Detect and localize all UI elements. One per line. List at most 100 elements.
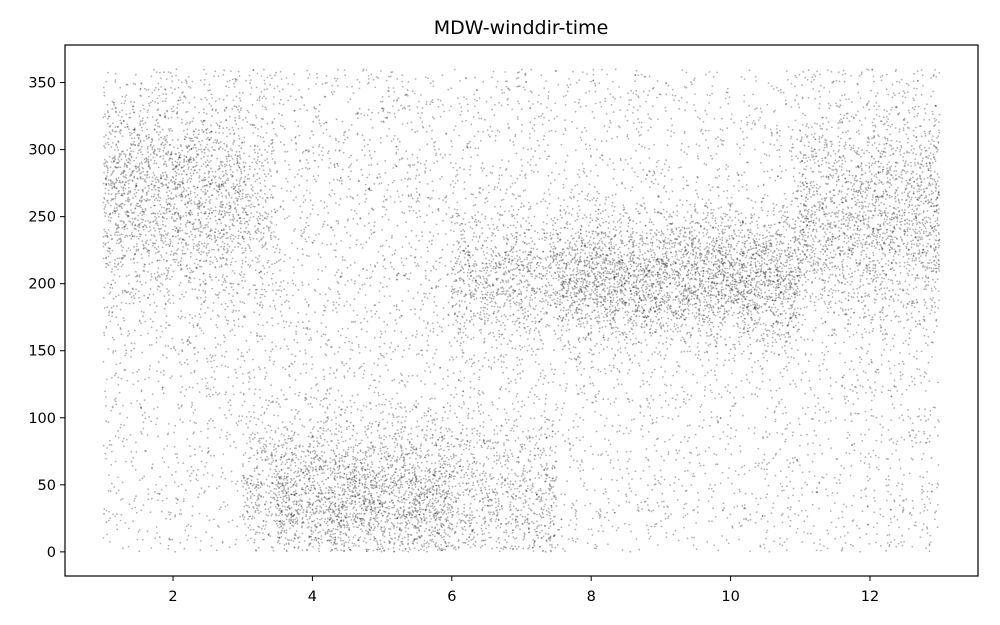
scatter-point	[821, 134, 824, 137]
scatter-point	[163, 162, 166, 165]
scatter-point	[362, 377, 364, 379]
scatter-point	[504, 192, 507, 195]
scatter-point	[626, 352, 629, 354]
scatter-point	[376, 543, 379, 546]
scatter-point	[207, 306, 209, 309]
scatter-point	[137, 380, 140, 382]
scatter-point	[879, 243, 882, 246]
scatter-point	[870, 156, 873, 158]
scatter-point	[586, 320, 589, 323]
scatter-point	[834, 253, 837, 256]
scatter-point	[407, 496, 410, 499]
scatter-point	[451, 494, 454, 497]
scatter-point	[370, 73, 373, 76]
scatter-point	[916, 357, 918, 360]
scatter-point	[296, 520, 298, 523]
scatter-point	[723, 507, 725, 509]
scatter-point	[334, 515, 337, 517]
scatter-point	[762, 437, 765, 440]
scatter-point	[558, 419, 561, 421]
scatter-point	[565, 254, 568, 257]
scatter-point	[776, 247, 778, 250]
scatter-point	[524, 311, 527, 314]
scatter-point	[434, 148, 436, 151]
scatter-point	[491, 467, 494, 469]
scatter-point	[433, 295, 436, 298]
scatter-point	[640, 501, 643, 504]
scatter-point	[575, 277, 578, 280]
scatter-point	[279, 258, 282, 261]
scatter-point	[157, 246, 160, 248]
scatter-point	[868, 363, 870, 366]
scatter-point	[441, 157, 444, 159]
scatter-point	[551, 509, 553, 512]
scatter-point	[912, 176, 914, 179]
scatter-point	[881, 153, 884, 156]
scatter-point	[698, 462, 701, 464]
scatter-point	[275, 451, 278, 453]
scatter-point	[476, 533, 479, 536]
scatter-point	[343, 465, 345, 468]
scatter-point	[698, 309, 701, 311]
scatter-point	[472, 116, 475, 118]
scatter-point	[625, 495, 628, 497]
scatter-point	[547, 155, 550, 158]
scatter-point	[129, 162, 131, 165]
scatter-point	[377, 77, 380, 79]
scatter-point	[465, 251, 468, 254]
scatter-point	[643, 415, 645, 417]
scatter-point	[923, 371, 926, 374]
scatter-point	[853, 229, 855, 231]
scatter-point	[401, 501, 403, 504]
scatter-point	[927, 284, 929, 287]
scatter-point	[321, 146, 324, 149]
scatter-point	[856, 202, 858, 205]
scatter-point	[133, 218, 136, 221]
scatter-point	[188, 336, 191, 338]
scatter-point	[163, 135, 166, 138]
scatter-point	[130, 296, 133, 299]
scatter-point	[193, 191, 196, 194]
scatter-point	[188, 236, 191, 238]
scatter-point	[233, 163, 236, 166]
scatter-point	[540, 103, 542, 105]
scatter-point	[117, 149, 120, 151]
scatter-point	[735, 386, 737, 389]
scatter-point	[514, 268, 517, 270]
scatter-point	[173, 481, 176, 484]
scatter-point	[914, 205, 917, 208]
scatter-point	[928, 238, 931, 241]
scatter-point	[494, 520, 497, 523]
scatter-point	[520, 302, 522, 305]
scatter-point	[805, 196, 808, 199]
scatter-point	[277, 445, 280, 447]
scatter-point	[827, 178, 830, 180]
scatter-point	[859, 274, 862, 277]
scatter-point	[542, 300, 545, 302]
scatter-point	[369, 503, 372, 506]
scatter-point	[496, 225, 499, 228]
scatter-point	[706, 94, 709, 96]
scatter-point	[555, 229, 557, 232]
scatter-point	[516, 255, 518, 257]
scatter-point	[797, 238, 799, 240]
scatter-point	[460, 407, 463, 409]
scatter-point	[429, 491, 431, 494]
scatter-point	[516, 548, 518, 550]
scatter-point	[660, 172, 663, 175]
scatter-point	[705, 163, 708, 166]
scatter-point	[816, 123, 818, 125]
scatter-point	[839, 482, 841, 485]
scatter-point	[451, 485, 454, 488]
scatter-point	[783, 489, 785, 492]
scatter-point	[454, 162, 457, 165]
scatter-point	[302, 321, 304, 324]
scatter-point	[706, 335, 708, 337]
scatter-point	[155, 248, 158, 251]
scatter-point	[645, 456, 647, 459]
scatter-point	[105, 509, 108, 512]
scatter-point	[177, 86, 180, 89]
scatter-point	[772, 209, 775, 212]
scatter-point	[747, 309, 750, 312]
scatter-point	[340, 240, 343, 242]
